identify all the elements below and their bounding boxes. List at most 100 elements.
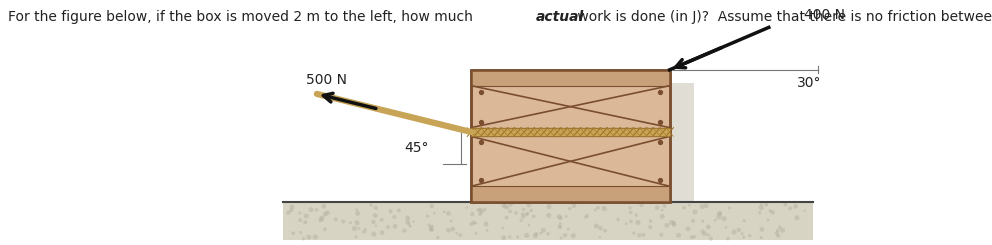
Point	[349, 208, 365, 212]
Point	[623, 210, 639, 214]
Point	[760, 218, 776, 222]
Point	[495, 226, 511, 230]
Point	[424, 204, 439, 208]
Point	[552, 215, 567, 219]
Point	[524, 208, 540, 212]
Point	[472, 208, 488, 212]
Point	[452, 233, 468, 237]
Point	[541, 214, 557, 218]
Point	[281, 211, 297, 215]
Point	[406, 220, 422, 223]
Point	[478, 222, 494, 226]
Bar	[471, 186, 670, 202]
Point	[696, 232, 712, 236]
Point	[654, 233, 670, 237]
Point	[657, 204, 673, 208]
Point	[515, 212, 531, 216]
Point	[789, 216, 805, 220]
Text: work is done (in J)?  Assume that there is no friction between the box and surfa: work is done (in J)? Assume that there i…	[573, 10, 992, 24]
Point	[422, 223, 437, 227]
Point	[443, 219, 459, 223]
Point	[515, 215, 531, 219]
Point	[516, 208, 532, 211]
Point	[346, 227, 362, 231]
Bar	[471, 128, 670, 136]
Point	[308, 235, 323, 239]
Bar	[471, 70, 670, 86]
Point	[284, 208, 300, 212]
Point	[521, 223, 537, 227]
Point	[366, 232, 382, 236]
Point	[540, 232, 556, 236]
Point	[587, 208, 603, 212]
Point	[666, 223, 682, 227]
Point	[687, 210, 703, 214]
Point	[694, 219, 710, 223]
Point	[292, 211, 308, 215]
Point	[529, 232, 545, 236]
Point	[700, 225, 716, 229]
Point	[436, 210, 452, 214]
Point	[797, 209, 812, 213]
Point	[350, 211, 366, 215]
Point	[553, 236, 568, 240]
Point	[319, 211, 335, 215]
Point	[626, 231, 642, 235]
Point	[553, 216, 568, 220]
Point	[301, 235, 316, 239]
Point	[293, 230, 309, 234]
Point	[351, 227, 367, 231]
Point	[778, 203, 794, 207]
Point	[502, 209, 518, 213]
Point	[298, 220, 313, 224]
Text: 30°: 30°	[797, 76, 821, 90]
Point	[754, 227, 770, 231]
Point	[400, 216, 416, 220]
Text: 400 N: 400 N	[804, 9, 844, 23]
Point	[700, 233, 716, 237]
Point	[424, 228, 439, 232]
Point	[368, 206, 384, 210]
Point	[752, 211, 768, 215]
Point	[623, 219, 639, 223]
Point	[552, 224, 567, 228]
Text: 500 N: 500 N	[307, 73, 347, 86]
Point	[681, 227, 696, 231]
Point	[726, 230, 742, 234]
Point	[707, 218, 723, 222]
Point	[430, 235, 445, 239]
Point	[424, 227, 439, 231]
Point	[596, 207, 612, 210]
Point	[349, 221, 365, 225]
Point	[565, 234, 581, 238]
Point	[299, 214, 314, 218]
Bar	[471, 70, 670, 202]
Point	[622, 206, 638, 210]
Point	[499, 216, 515, 220]
Point	[327, 217, 343, 221]
Point	[742, 234, 758, 238]
Point	[769, 231, 785, 235]
Point	[536, 229, 552, 233]
Point	[553, 221, 568, 225]
Point	[753, 235, 769, 239]
Point	[513, 219, 529, 222]
Point	[387, 215, 403, 219]
Point	[520, 211, 536, 215]
Point	[472, 212, 488, 216]
Point	[458, 206, 474, 209]
Point	[448, 231, 464, 235]
Point	[685, 219, 701, 223]
Point	[467, 221, 483, 225]
Point	[711, 215, 727, 219]
Point	[649, 206, 665, 210]
Point	[496, 236, 512, 240]
Point	[770, 229, 786, 233]
Point	[468, 232, 484, 235]
Point	[479, 229, 495, 233]
Point	[560, 227, 576, 231]
Point	[508, 211, 524, 215]
Point	[335, 220, 351, 223]
Point	[775, 228, 791, 232]
Point	[772, 226, 788, 230]
